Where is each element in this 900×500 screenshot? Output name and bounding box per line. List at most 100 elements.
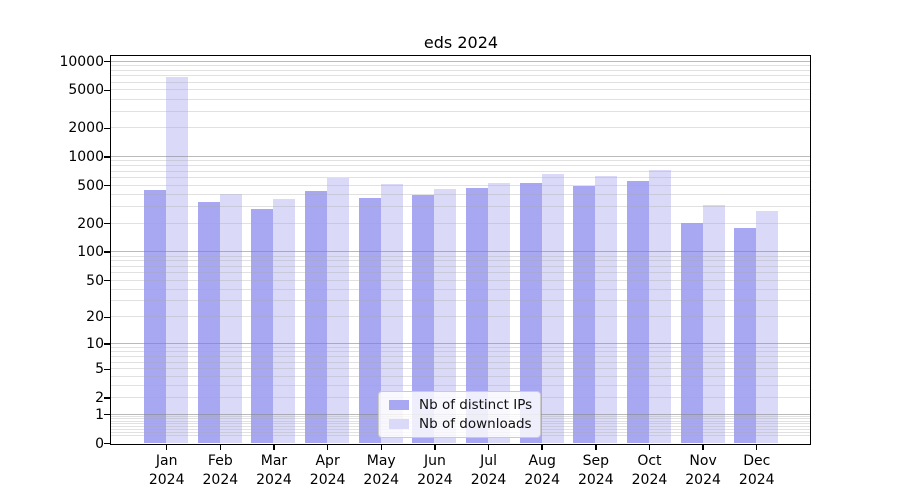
bar — [144, 189, 167, 443]
plot-area: Nb of distinct IPs Nb of downloads — [110, 55, 811, 445]
x-tick-year: 2024 — [631, 472, 668, 488]
y-tick-mark — [104, 442, 110, 445]
bar — [519, 182, 542, 443]
bar — [380, 184, 403, 443]
x-tick-month: Apr — [315, 453, 340, 469]
bar — [305, 190, 328, 443]
minor-gridline — [111, 110, 810, 112]
x-tick-year: 2024 — [685, 472, 721, 488]
x-tick-year: 2024 — [577, 472, 614, 488]
x-tick-label: Jul 2024 — [457, 452, 521, 490]
legend-item: Nb of distinct IPs — [386, 397, 532, 413]
x-tick-month: Jul — [480, 453, 497, 469]
x-tick-month: Feb — [207, 453, 233, 469]
y-tick-mark — [104, 127, 110, 130]
y-tick-label: 1000 — [68, 149, 104, 166]
x-tick-year: 2024 — [256, 472, 292, 488]
y-tick-mark — [104, 316, 110, 318]
x-tick-label: Apr 2024 — [296, 452, 360, 490]
x-tick-month: Sep — [582, 453, 609, 469]
bar — [702, 205, 725, 443]
minor-gridline — [111, 170, 810, 172]
y-tick-label: 5000 — [68, 82, 104, 99]
minor-gridline — [111, 160, 810, 162]
x-tick-mark — [541, 445, 543, 450]
minor-gridline — [111, 65, 810, 67]
minor-gridline — [111, 127, 810, 129]
major-gridline — [111, 60, 810, 62]
x-tick-mark — [487, 445, 490, 450]
y-tick-mark — [104, 251, 110, 253]
bar — [219, 193, 242, 443]
x-tick-month: Mar — [260, 453, 288, 469]
bar — [595, 176, 618, 443]
bar — [273, 198, 296, 443]
y-tick-label: 2 — [95, 389, 104, 406]
x-tick-year: 2024 — [470, 472, 507, 488]
x-tick-mark — [380, 445, 382, 450]
minor-gridline — [111, 69, 810, 71]
x-tick-label: Dec 2024 — [725, 452, 789, 490]
minor-gridline — [111, 98, 810, 100]
x-tick-mark — [434, 445, 436, 450]
minor-gridline — [111, 89, 810, 91]
y-tick-mark — [104, 156, 110, 158]
x-tick-month: Aug — [528, 453, 556, 469]
x-tick-month: Nov — [689, 453, 717, 469]
bar — [541, 174, 564, 443]
x-tick-mark — [326, 445, 329, 450]
x-tick-year: 2024 — [309, 472, 346, 488]
minor-gridline — [111, 165, 810, 167]
bar — [358, 197, 381, 443]
minor-gridline — [111, 177, 810, 179]
y-tick-mark — [104, 397, 110, 399]
legend-item: Nb of downloads — [386, 416, 532, 432]
bar — [680, 223, 703, 443]
x-tick-label: Sep 2024 — [564, 452, 628, 490]
bar — [327, 177, 350, 443]
y-tick-label: 100 — [77, 244, 104, 261]
x-tick-mark — [219, 445, 222, 450]
x-tick-mark — [648, 445, 651, 450]
x-tick-year: 2024 — [417, 472, 453, 488]
y-tick-mark — [104, 368, 110, 370]
x-tick-mark — [166, 445, 168, 450]
x-tick-mark — [702, 445, 704, 450]
y-tick-mark — [104, 185, 110, 187]
x-tick-month: May — [366, 453, 396, 469]
y-tick-label: 200 — [77, 215, 104, 232]
x-tick-year: 2024 — [363, 472, 400, 488]
bar — [488, 182, 511, 443]
legend-swatch — [389, 400, 409, 410]
x-tick-label: Mar 2024 — [242, 452, 306, 490]
y-tick-label: 5 — [95, 361, 104, 378]
chart-title: eds 2024 — [423, 33, 499, 52]
y-tick-mark — [104, 61, 110, 63]
y-tick-mark — [104, 414, 110, 416]
x-tick-month: Oct — [637, 453, 662, 469]
y-tick-label: 10000 — [59, 53, 104, 70]
x-tick-month: Dec — [743, 453, 771, 469]
bar — [626, 181, 649, 443]
minor-gridline — [111, 75, 810, 77]
legend: Nb of distinct IPs Nb of downloads — [378, 391, 541, 438]
bar — [197, 202, 220, 443]
y-tick-mark — [104, 222, 110, 225]
bar — [756, 210, 779, 443]
y-tick-label: 20 — [86, 309, 104, 326]
legend-label: Nb of distinct IPs — [419, 397, 533, 413]
x-tick-year: 2024 — [148, 472, 185, 488]
y-tick-mark — [104, 343, 110, 345]
minor-gridline — [111, 81, 810, 83]
minor-gridline — [111, 184, 810, 186]
bar — [251, 209, 274, 443]
x-tick-label: Oct 2024 — [617, 452, 681, 490]
y-tick-label: 10 — [86, 336, 104, 353]
y-tick-mark — [104, 89, 110, 92]
y-tick-mark — [104, 279, 110, 282]
bar — [412, 194, 435, 443]
y-tick-label: 1 — [95, 406, 104, 423]
y-tick-label: 500 — [77, 177, 104, 194]
bar — [434, 188, 457, 443]
x-tick-mark — [273, 445, 275, 450]
